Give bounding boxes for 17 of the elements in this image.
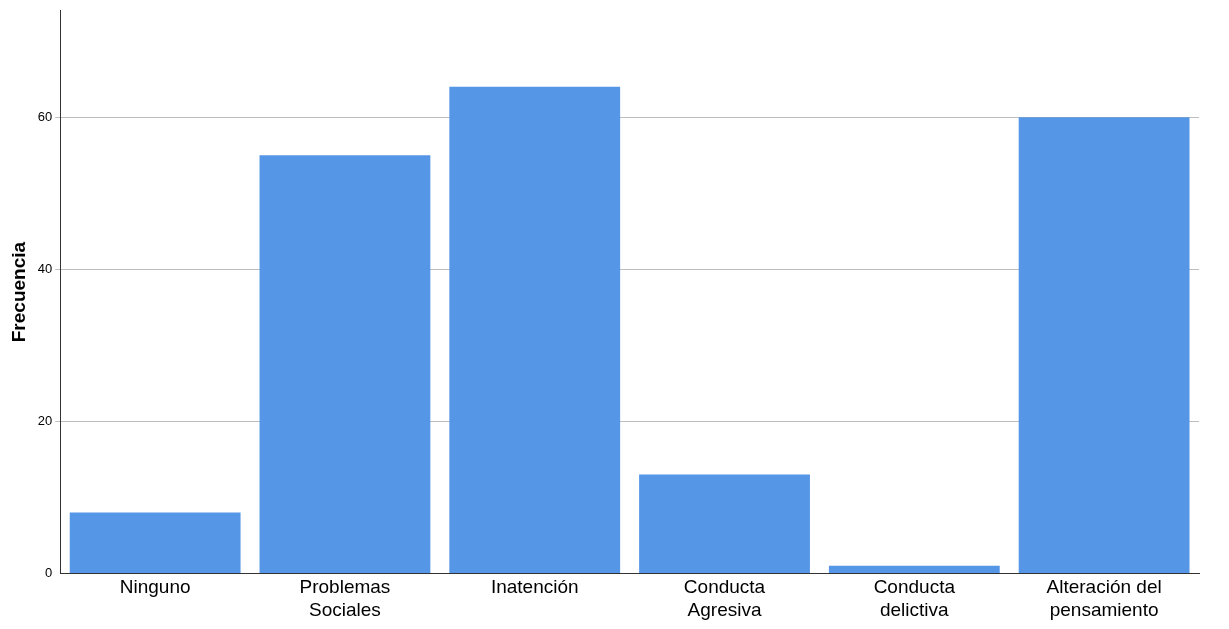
bar: [449, 86, 621, 573]
bar: [259, 155, 431, 573]
y-tick-label: 20: [37, 412, 53, 428]
x-tick-label: Alteración del pensamiento: [1046, 576, 1162, 620]
x-tick-label: Conducta Agresiva: [683, 576, 766, 620]
y-tick-label: 60: [37, 108, 53, 124]
bar: [639, 474, 810, 573]
y-tick-label: 0: [45, 564, 53, 580]
bar: [69, 512, 241, 573]
y-axis-title: Frecuencia: [7, 241, 29, 343]
bar: [828, 565, 1000, 573]
x-tick-label: Ninguno: [119, 576, 191, 598]
x-tick-label: Problemas Sociales: [299, 576, 391, 620]
x-tick-label: Inatención: [490, 576, 579, 598]
bar: [1018, 117, 1190, 573]
x-tick-label: Conducta delictiva: [873, 576, 956, 620]
y-tick-label: 40: [37, 260, 53, 276]
